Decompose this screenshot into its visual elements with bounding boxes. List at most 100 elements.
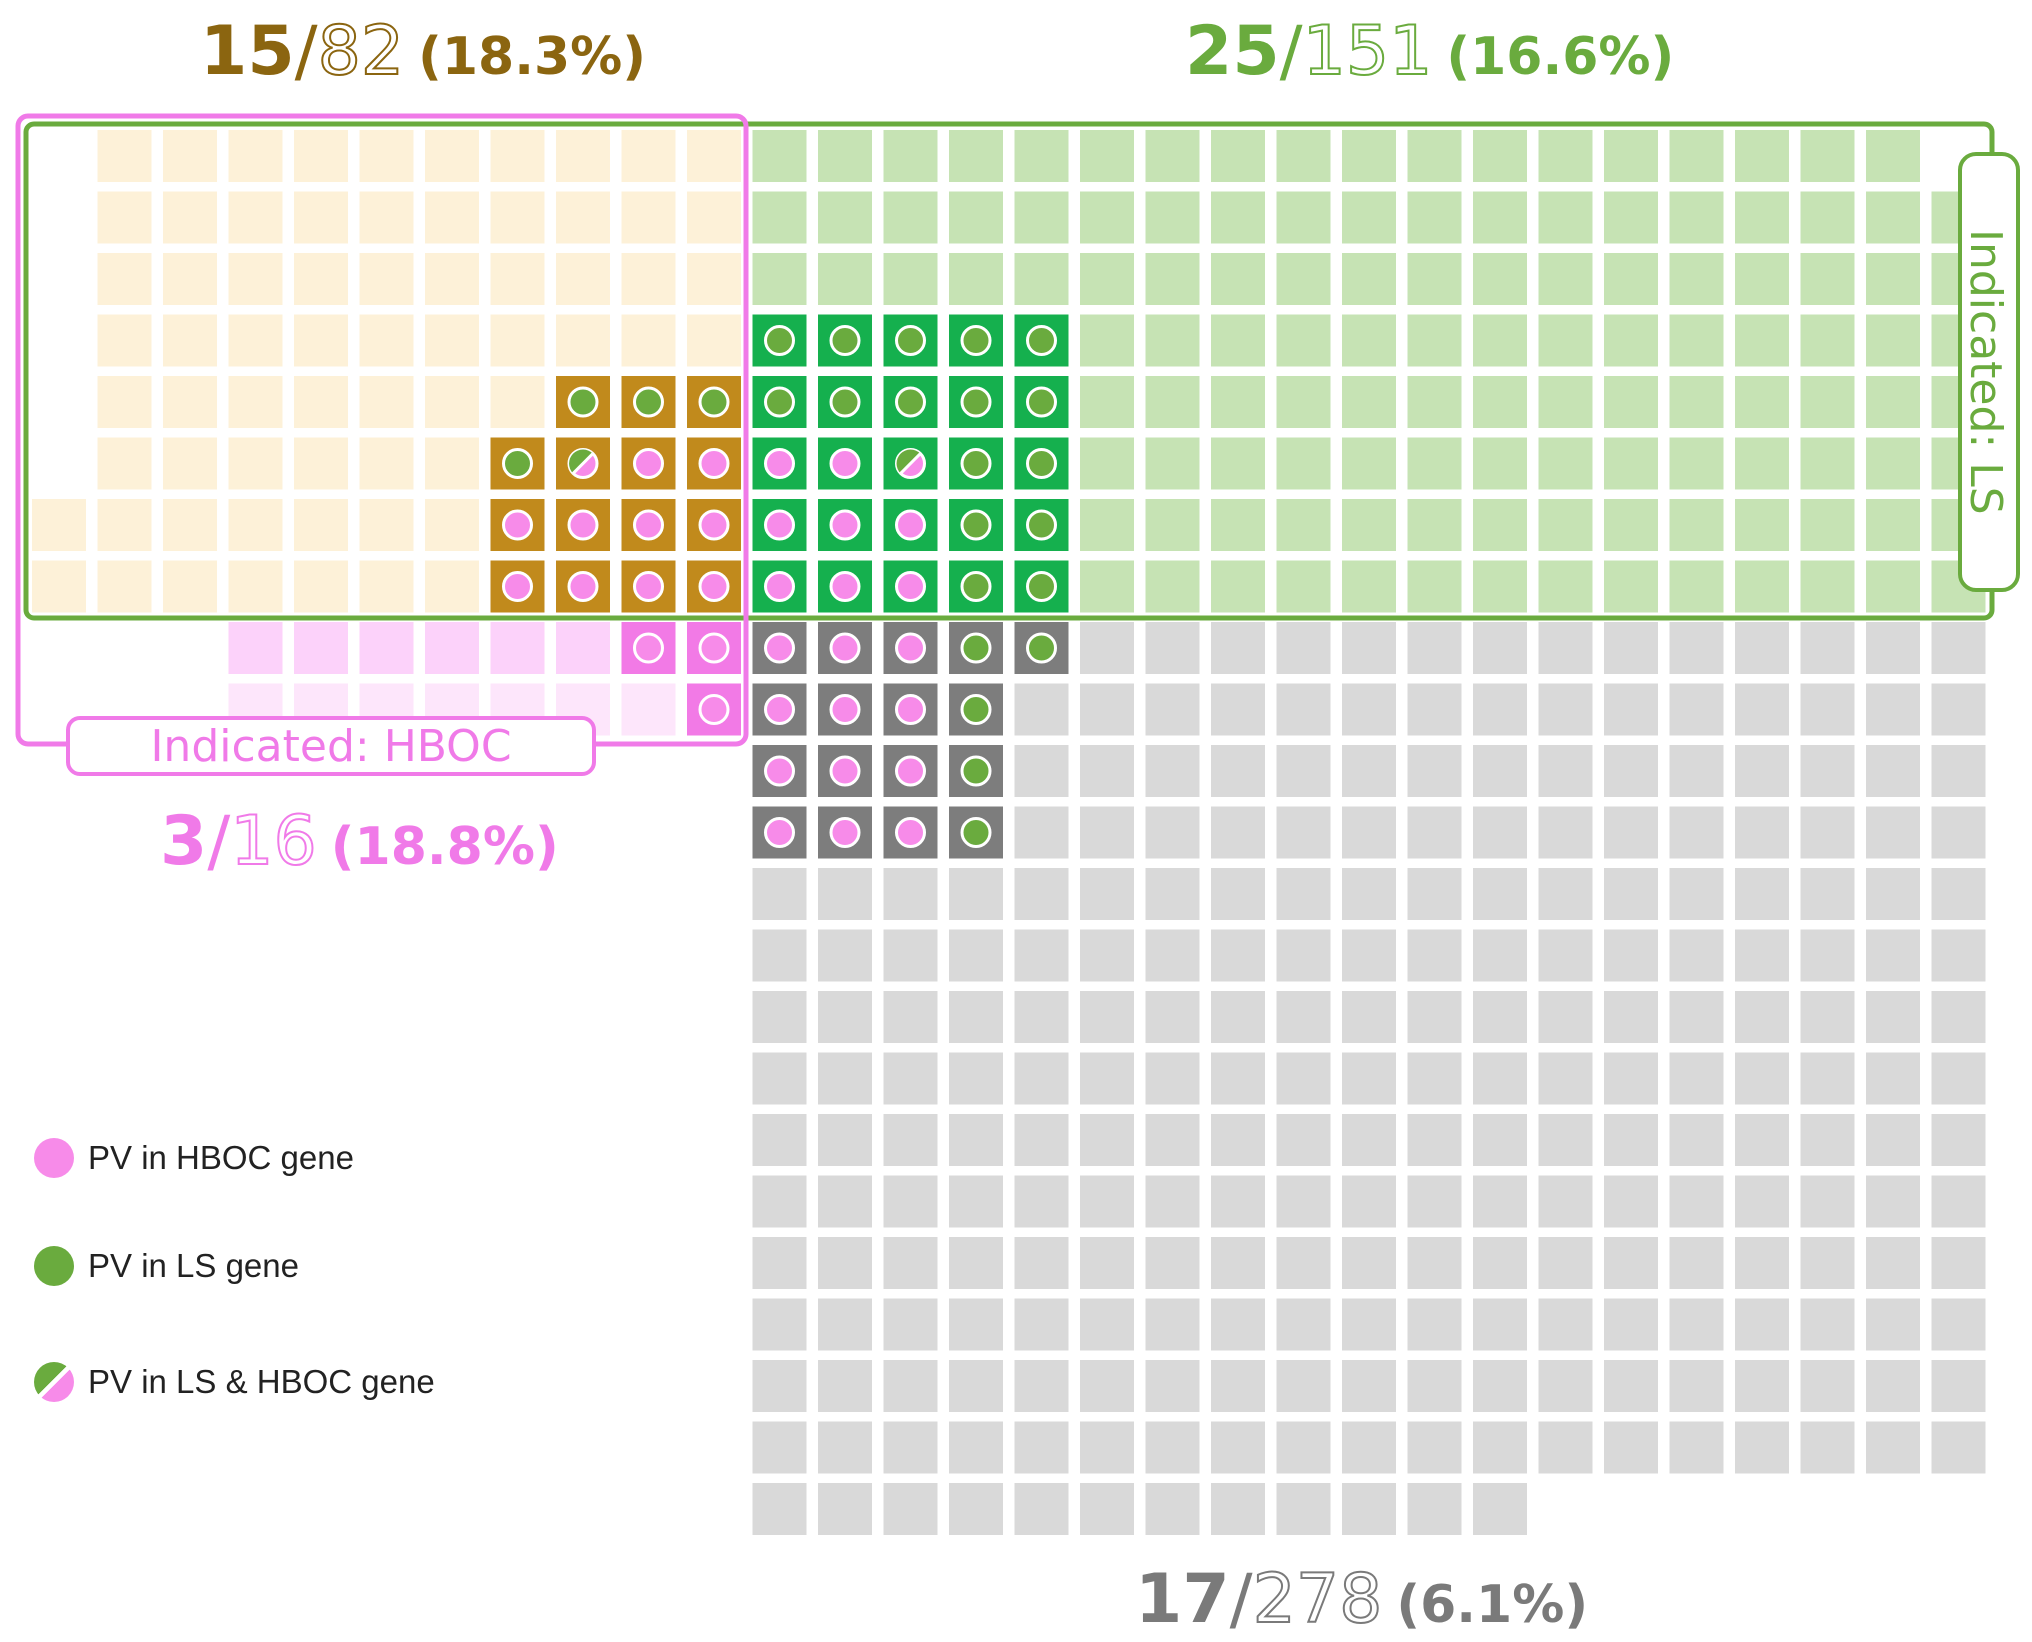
patient-cell bbox=[1014, 745, 1069, 797]
patient-cell bbox=[1931, 868, 1986, 920]
patient-cell bbox=[1669, 683, 1724, 736]
patient-cell bbox=[1014, 991, 1069, 1043]
patient-cell bbox=[1735, 1114, 1789, 1166]
patient-cell bbox=[1931, 1421, 1986, 1474]
patient-cell bbox=[1669, 314, 1724, 367]
green-dot-icon bbox=[960, 509, 992, 541]
patient-cell bbox=[1014, 1360, 1069, 1412]
patient-cell bbox=[1080, 991, 1134, 1043]
patient-cell bbox=[1866, 991, 1920, 1043]
patient-cell bbox=[1866, 130, 1920, 182]
patient-cell bbox=[1473, 1052, 1527, 1105]
patient-cell bbox=[556, 130, 610, 182]
patient-cell bbox=[752, 1298, 807, 1351]
patient-cell bbox=[1342, 1114, 1396, 1166]
patient-cell bbox=[1080, 499, 1134, 551]
stat-ls-only: 25/151 (16.6%) bbox=[1185, 17, 1674, 87]
patient-cell bbox=[883, 1483, 938, 1535]
patient-cell bbox=[1669, 1298, 1724, 1351]
pink-dot-icon bbox=[764, 817, 795, 848]
patient-cell bbox=[1800, 191, 1855, 244]
patient-cell bbox=[1342, 806, 1396, 859]
patient-cell bbox=[818, 1483, 872, 1535]
patient-cell bbox=[949, 1114, 1003, 1166]
patient-cell bbox=[1538, 191, 1593, 244]
patient-cell bbox=[1211, 560, 1265, 613]
patient-cell bbox=[1145, 929, 1200, 982]
patient-cell bbox=[1276, 929, 1331, 982]
patient-cell bbox=[1276, 314, 1331, 367]
patient-cell bbox=[97, 499, 152, 551]
patient-cell bbox=[949, 1175, 1003, 1228]
patient-cell bbox=[687, 191, 741, 244]
patient-cell bbox=[1211, 130, 1265, 182]
patient-cell bbox=[1211, 1421, 1265, 1474]
pink-dot-icon bbox=[567, 509, 599, 541]
patient-cell bbox=[1800, 1360, 1855, 1412]
stat-ls-only-den: 151 bbox=[1302, 12, 1434, 91]
patient-cell bbox=[1014, 683, 1069, 736]
patient-cell bbox=[1931, 1237, 1986, 1289]
patient-cell bbox=[1014, 191, 1069, 244]
patient-cell bbox=[1735, 499, 1789, 551]
patient-cell bbox=[1473, 1421, 1527, 1474]
patient-cell bbox=[883, 1360, 938, 1412]
patient-cell bbox=[687, 253, 741, 305]
pink-dot-icon bbox=[895, 755, 926, 787]
green-dot-icon bbox=[567, 386, 599, 418]
patient-cell bbox=[1604, 499, 1658, 551]
patient-cell bbox=[1669, 929, 1724, 982]
patient-cell bbox=[1080, 1483, 1134, 1535]
patient-cell bbox=[1669, 1114, 1724, 1166]
patient-cell bbox=[1800, 1114, 1855, 1166]
patient-cell bbox=[1211, 806, 1265, 859]
patient-cell bbox=[883, 1175, 938, 1228]
patient-cell bbox=[163, 437, 217, 490]
patient-cell bbox=[1080, 1421, 1134, 1474]
patient-cell bbox=[1604, 1360, 1658, 1412]
pink-dot-icon bbox=[698, 509, 730, 541]
stat-hboc-only-pct: (18.8%) bbox=[330, 817, 559, 877]
pink-dot-icon bbox=[764, 632, 795, 664]
patient-cell bbox=[294, 560, 348, 613]
patient-cell bbox=[752, 130, 807, 182]
patient-cell bbox=[818, 1298, 872, 1351]
stat-hboc-only-num: 3 bbox=[160, 802, 208, 881]
patient-cell bbox=[1080, 745, 1134, 797]
patient-cell bbox=[1604, 253, 1658, 305]
patient-cell bbox=[556, 622, 610, 674]
patient-cell bbox=[294, 314, 348, 367]
patient-cell bbox=[1931, 1114, 1986, 1166]
green-dot-icon bbox=[960, 817, 992, 848]
patient-cell bbox=[1276, 868, 1331, 920]
patient-cell bbox=[1669, 499, 1724, 551]
patient-cell bbox=[1014, 130, 1069, 182]
patient-cell bbox=[1604, 745, 1658, 797]
patient-cell bbox=[621, 191, 676, 244]
patient-cell bbox=[1276, 1421, 1331, 1474]
patient-cell bbox=[1800, 560, 1855, 613]
patient-cell bbox=[1145, 560, 1200, 613]
patient-cell bbox=[1276, 806, 1331, 859]
patient-cell bbox=[97, 314, 152, 367]
patient-cell bbox=[490, 253, 545, 305]
patient-cell bbox=[1145, 376, 1200, 428]
patient-cell bbox=[1145, 437, 1200, 490]
patient-cell bbox=[818, 1237, 872, 1289]
patient-cell bbox=[1538, 1421, 1593, 1474]
green-dot-icon bbox=[1026, 325, 1057, 356]
patient-cell bbox=[359, 314, 414, 367]
patient-cell bbox=[1080, 806, 1134, 859]
patient-cell bbox=[1669, 191, 1724, 244]
patient-cell bbox=[1211, 1052, 1265, 1105]
stat-neither-slash: / bbox=[1229, 1560, 1253, 1639]
patient-cell bbox=[1735, 806, 1789, 859]
patient-cell bbox=[1276, 991, 1331, 1043]
patient-cell bbox=[1342, 991, 1396, 1043]
patient-cell bbox=[425, 622, 479, 674]
patient-cell bbox=[1014, 1114, 1069, 1166]
patient-cell bbox=[359, 376, 414, 428]
patient-cell bbox=[490, 130, 545, 182]
patient-cell bbox=[1342, 868, 1396, 920]
patient-cell bbox=[752, 253, 807, 305]
